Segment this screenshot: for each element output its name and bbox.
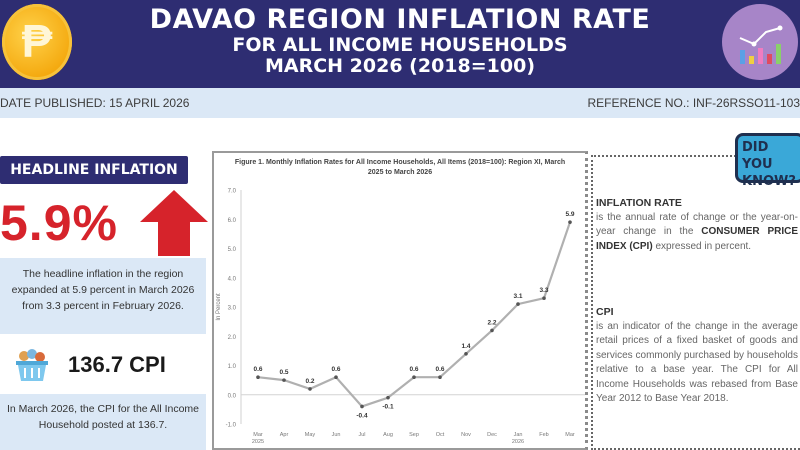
svg-text:Apr: Apr <box>280 432 289 438</box>
svg-text:0.6: 0.6 <box>253 366 262 373</box>
svg-text:0.6: 0.6 <box>409 366 418 373</box>
svg-text:1.4: 1.4 <box>461 343 470 350</box>
svg-text:Dec: Dec <box>487 432 497 438</box>
cpi-definition-title: CPI <box>596 306 614 318</box>
did-you-know-badge: DID YOU KNOW? <box>735 133 800 189</box>
svg-text:-1.0: -1.0 <box>226 423 237 429</box>
did-you-know-text: DID YOU KNOW? <box>742 140 796 189</box>
svg-text:2026: 2026 <box>512 439 524 445</box>
svg-text:May: May <box>305 432 316 438</box>
chart-frame <box>212 151 588 450</box>
page-title: DAVAO REGION INFLATION RATE FOR ALL INCO… <box>100 2 700 76</box>
svg-text:-0.1: -0.1 <box>382 404 394 411</box>
peso-coin-icon: ₱ <box>2 4 72 80</box>
cpi-description: In March 2026, the CPI for the All Incom… <box>0 394 206 450</box>
headline-description: The headline inflation in the region exp… <box>0 258 206 334</box>
svg-text:5.9: 5.9 <box>565 211 574 218</box>
svg-text:Sep: Sep <box>409 432 419 438</box>
cpi-summary: 136.7 CPI <box>0 340 206 390</box>
headline-inflation-label: HEADLINE INFLATION <box>0 156 188 184</box>
svg-text:Jul: Jul <box>358 432 365 438</box>
arrow-up-icon <box>140 190 208 256</box>
chart-growth-icon <box>722 4 798 80</box>
svg-text:3.1: 3.1 <box>513 293 522 300</box>
svg-text:1.0: 1.0 <box>228 364 237 370</box>
title-line-2: FOR ALL INCOME HOUSEHOLDS <box>232 34 568 56</box>
date-published: DATE PUBLISHED: 15 APRIL 2026 <box>0 96 190 110</box>
svg-text:Mar: Mar <box>565 432 575 438</box>
svg-text:Feb: Feb <box>539 432 548 438</box>
svg-text:3.0: 3.0 <box>228 306 237 312</box>
inflation-rate-text-strong: CONSUMER PRICE INDEX (CPI) <box>596 226 799 252</box>
svg-text:-0.4: -0.4 <box>356 412 368 419</box>
svg-text:Nov: Nov <box>461 432 471 438</box>
headline-inflation-value: 5.9% <box>0 195 118 251</box>
svg-text:0.6: 0.6 <box>435 366 444 373</box>
reference-number: REFERENCE NO.: INF-26RSSO11-103 <box>587 96 800 110</box>
svg-text:Jan: Jan <box>514 432 523 438</box>
svg-text:6.0: 6.0 <box>228 218 237 224</box>
title-line-3: MARCH 2026 (2018=100) <box>264 55 536 77</box>
svg-text:Aug: Aug <box>383 432 393 438</box>
svg-text:0.0: 0.0 <box>228 393 237 399</box>
svg-text:2.2: 2.2 <box>487 319 496 326</box>
publication-info-bar: DATE PUBLISHED: 15 APRIL 2026 REFERENCE … <box>0 88 800 118</box>
svg-text:Mar: Mar <box>253 432 263 438</box>
header-banner <box>0 0 800 88</box>
inflation-rate-definition: INFLATION RATE is the annual rate of cha… <box>596 196 798 254</box>
chart-title: Figure 1. Monthly Inflation Rates for Al… <box>234 159 566 176</box>
svg-text:In Percent: In Percent <box>216 293 222 321</box>
title-line-1: DAVAO REGION INFLATION RATE <box>149 4 651 35</box>
svg-text:3.3: 3.3 <box>539 287 548 294</box>
svg-text:Jun: Jun <box>332 432 341 438</box>
svg-text:5.0: 5.0 <box>228 247 237 253</box>
did-you-know-panel <box>591 155 800 450</box>
svg-text:4.0: 4.0 <box>228 276 237 282</box>
svg-text:7.0: 7.0 <box>228 189 237 195</box>
inflation-rate-text-2: expressed in percent. <box>655 240 752 252</box>
inflation-rate-title: INFLATION RATE <box>596 197 682 209</box>
svg-text:Oct: Oct <box>436 432 445 438</box>
cpi-definition-text: is an indicator of the change in the ave… <box>596 320 798 405</box>
svg-text:0.2: 0.2 <box>305 378 314 385</box>
svg-text:0.5: 0.5 <box>279 369 288 376</box>
svg-text:2025: 2025 <box>252 439 264 445</box>
svg-text:2.0: 2.0 <box>228 335 237 341</box>
cpi-value: 136.7 CPI <box>68 352 166 377</box>
basket-icon <box>16 349 48 381</box>
svg-text:0.6: 0.6 <box>331 366 340 373</box>
cpi-definition: CPI is an indicator of the change in the… <box>596 305 798 407</box>
inflation-rate-text-1: is the annual rate of change or the year… <box>596 211 798 238</box>
